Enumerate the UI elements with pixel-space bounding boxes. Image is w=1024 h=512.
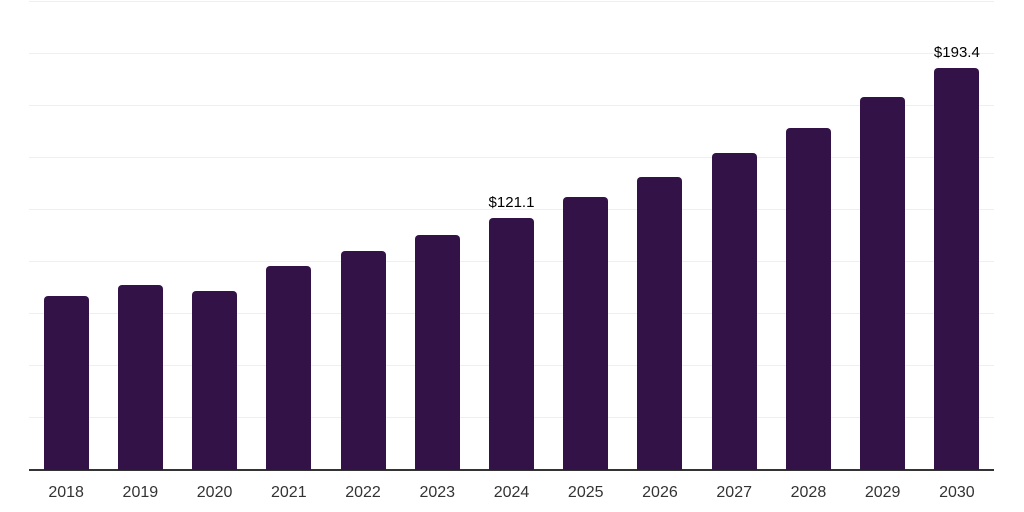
value-label-2030: $193.4 (933, 43, 980, 61)
bar-2019 (117, 285, 163, 470)
bar-2022 (340, 250, 386, 470)
x-tick-2028: 2028 (790, 484, 827, 501)
bar-2029 (860, 97, 906, 470)
gridline-y-225 (29, 1, 994, 2)
bar-2025 (563, 196, 609, 470)
value-label-2024: $121.1 (488, 194, 535, 212)
gridline-y-200 (29, 53, 994, 54)
x-axis-tick-labels: 2018 2019 2020 2021 2022 2023 2024 2025 2026 2027… (29, 484, 994, 504)
x-tick-2018: 2018 (48, 484, 84, 501)
bar-2027 (711, 153, 757, 470)
bar-2024 (489, 218, 534, 470)
gridline-y-150 (29, 157, 994, 158)
x-tick-2019: 2019 (122, 484, 159, 501)
x-tick-2023: 2023 (419, 484, 456, 501)
bar-2023 (414, 234, 460, 470)
x-tick-2030: 2030 (939, 484, 975, 501)
bar-2020 (192, 290, 238, 470)
x-tick-2029: 2029 (864, 484, 901, 501)
bar-2018 (43, 295, 89, 470)
x-tick-2025: 2025 (567, 484, 604, 501)
x-axis-line (29, 469, 994, 471)
bar-2028 (785, 127, 831, 470)
bar-2030 (934, 67, 980, 470)
x-tick-2026: 2026 (642, 484, 678, 501)
bar-2021 (266, 265, 312, 470)
bar-2026 (637, 176, 683, 470)
x-tick-2022: 2022 (345, 484, 381, 501)
x-tick-2020: 2020 (196, 484, 233, 501)
gridline-y-125 (29, 209, 994, 210)
x-tick-2027: 2027 (716, 484, 752, 501)
x-tick-2024: 2024 (493, 484, 530, 501)
x-tick-2021: 2021 (271, 484, 307, 501)
plot-area: $121.1 $193.4 (29, 1, 994, 471)
gridline-y-175 (29, 105, 994, 106)
